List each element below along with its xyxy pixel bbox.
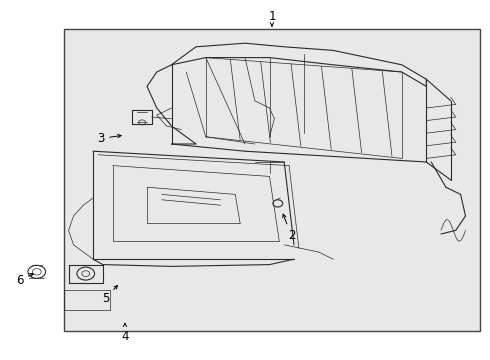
Text: 6: 6 — [16, 274, 33, 287]
Text: 1: 1 — [268, 10, 276, 26]
Text: 2: 2 — [283, 214, 295, 242]
Text: 3: 3 — [97, 132, 121, 145]
FancyBboxPatch shape — [64, 29, 480, 331]
Text: 4: 4 — [121, 323, 129, 343]
Text: 5: 5 — [101, 285, 118, 305]
